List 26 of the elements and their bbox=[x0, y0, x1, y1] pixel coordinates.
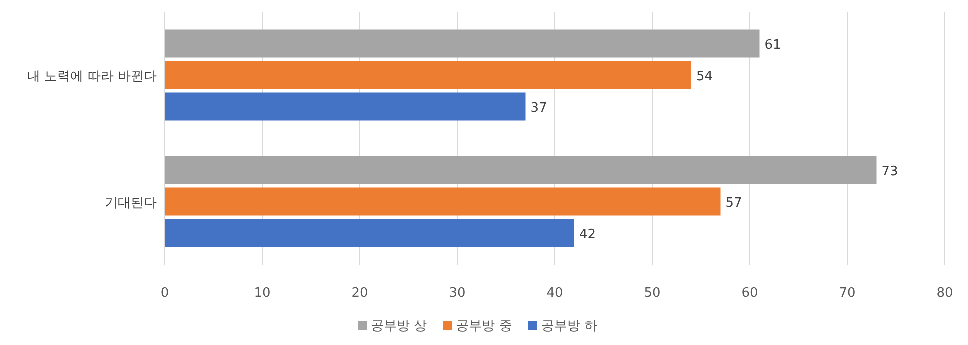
data-label: 61 bbox=[764, 38, 782, 53]
bar bbox=[165, 61, 692, 90]
x-tick-label: 20 bbox=[352, 286, 368, 301]
x-tick-label: 80 bbox=[936, 286, 954, 301]
x-tick-label: 70 bbox=[839, 286, 856, 301]
bar bbox=[165, 92, 526, 121]
x-tick-label: 60 bbox=[742, 286, 758, 301]
legend-label: 공부방 상 bbox=[371, 319, 428, 334]
y-tick-label: 내 노력에 따라 바뀐다 bbox=[28, 69, 157, 84]
data-label: 57 bbox=[726, 196, 742, 211]
legend-label: 공부방 하 bbox=[541, 319, 598, 334]
data-label: 54 bbox=[696, 69, 714, 84]
bar bbox=[165, 188, 721, 216]
y-tick-label: 기대된다 bbox=[105, 196, 157, 211]
bar bbox=[165, 156, 877, 184]
x-tick-label: 10 bbox=[254, 286, 271, 301]
data-label: 37 bbox=[530, 100, 548, 116]
x-tick-label: 40 bbox=[546, 286, 564, 301]
x-tick-label: 0 bbox=[160, 286, 170, 301]
data-label: 42 bbox=[580, 227, 596, 242]
legend-label: 공부방 중 bbox=[456, 319, 512, 334]
data-label: 73 bbox=[882, 164, 898, 180]
x-tick-label: 50 bbox=[644, 286, 661, 301]
x-tick-label: 30 bbox=[449, 286, 466, 301]
bar bbox=[165, 219, 574, 248]
bar bbox=[165, 30, 760, 58]
